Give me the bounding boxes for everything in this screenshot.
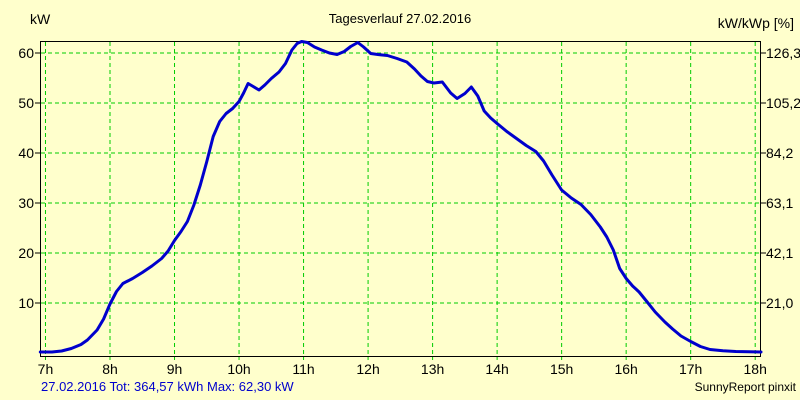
axis-tick-marks <box>35 52 766 360</box>
left-axis-tick-label: 10 <box>18 295 34 311</box>
right-axis-tick-label: 84,2 <box>766 145 794 161</box>
daily-summary-text: 27.02.2016 Tot: 364,57 kWh Max: 62,30 kW <box>41 379 294 394</box>
right-axis-tick-label: 63,1 <box>766 195 794 211</box>
hour-tick-label: 18h <box>743 361 767 377</box>
left-axis-tick-label: 30 <box>18 195 34 211</box>
hour-tick-label: 11h <box>292 361 315 377</box>
grid-layer <box>41 42 760 356</box>
right-axis-unit-label: kW/kWp [%] <box>717 15 794 31</box>
hour-tick-label: 9h <box>166 361 183 377</box>
left-axis-tick-label: 20 <box>18 245 34 261</box>
hour-tick-label: 14h <box>485 361 509 377</box>
chart-title: Tagesverlauf 27.02.2016 <box>328 11 472 26</box>
left-axis-tick-label: 60 <box>18 45 34 61</box>
hour-tick-label: 13h <box>420 361 445 377</box>
plot-border <box>40 41 761 357</box>
hour-tick-label: 12h <box>356 361 380 377</box>
hour-tick-label: 16h <box>614 361 638 377</box>
right-axis-tick-label: 105,2 <box>766 95 800 111</box>
plot-frame <box>40 41 761 357</box>
hour-tick-label: 8h <box>102 361 118 377</box>
left-axis-tick-label: 40 <box>18 145 34 161</box>
power-curve-layer <box>38 40 763 354</box>
right-axis-tick-label: 126,3 <box>766 45 800 61</box>
right-axis-tick-label: 21,0 <box>766 295 794 311</box>
report-credit-text: SunnyReport pinxit <box>694 380 796 394</box>
left-axis-unit-label: kW <box>30 11 51 27</box>
hour-tick-label: 10h <box>227 361 251 377</box>
power-curve <box>38 40 763 354</box>
left-axis-tick-label: 50 <box>18 95 34 111</box>
hour-tick-label: 17h <box>678 361 703 377</box>
right-axis-tick-label: 42,1 <box>766 245 794 261</box>
hour-tick-label: 15h <box>549 361 574 377</box>
hour-tick-label: 7h <box>37 361 54 377</box>
